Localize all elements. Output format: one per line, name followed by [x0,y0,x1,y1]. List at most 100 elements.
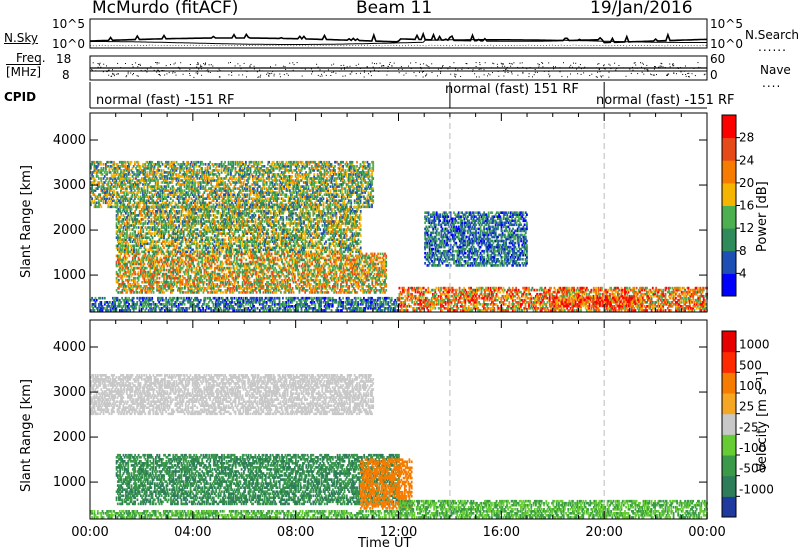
power-cell [238,298,240,302]
freq-dot [344,75,346,77]
freq-dot [422,76,424,78]
power-cell [214,278,216,282]
power-cell [142,287,145,290]
power-cell [325,258,327,262]
freq-dot [231,71,233,73]
power-cell [327,301,329,304]
freq-dot [208,64,210,66]
freq-dot [505,69,507,71]
power-cell [382,303,385,306]
freq-dot [237,63,239,65]
power-cell [165,208,168,211]
freq-dot [200,64,202,66]
power-cell [205,266,208,270]
freq-dot [106,70,107,72]
noise-panel-frame [89,18,708,49]
power-cell [254,270,257,274]
freq-dot [589,75,591,76]
power-cell [204,270,207,274]
power-cell [202,303,204,306]
power-cell [149,278,152,282]
power-cell [204,298,207,302]
power-cell [216,274,219,278]
power-cell [258,264,260,268]
power-cell [243,270,245,274]
power-cell [223,266,226,270]
power-cell [143,262,146,266]
power-cell [143,254,146,258]
power-cell [351,301,354,304]
power-cell [393,301,395,304]
power-cell [201,278,204,282]
freq-dot [522,66,524,68]
power-cell [231,296,233,300]
power-cell [376,305,379,308]
power-cell [246,276,249,280]
power-cell [116,305,119,308]
power-cell [131,256,134,260]
power-cell [150,218,153,221]
power-cell [188,264,191,268]
freq-dot [155,62,157,63]
cpid-segment-2: normal (fast) 151 RF [445,82,579,97]
freq-dot [355,64,357,66]
power-cell [237,274,239,278]
freq-dot [408,65,409,67]
power-cell [351,303,354,306]
freq-dot [673,72,675,74]
freq-dot [442,66,443,68]
nsky-label: N.Sky [4,31,38,45]
power-cell [127,274,130,278]
power-cell [330,309,333,312]
power-cell [293,272,296,276]
power-cell [243,274,245,278]
power-cell [174,276,177,280]
power-cell [121,289,124,292]
power-cell [156,283,158,286]
power-cell [167,258,170,262]
power-cell [338,303,341,306]
power-cell [251,268,253,272]
power-cell [211,252,214,256]
power-cell [386,296,388,300]
power-cell [131,272,134,276]
power-cell [156,260,158,264]
power-cell [231,301,233,304]
power-cell [148,274,150,278]
power-cell [253,278,256,282]
freq-dot [685,65,686,67]
freq-dot [250,63,252,65]
power-cell [100,305,103,308]
power-cell [130,264,133,268]
freq-dot [344,68,345,70]
freq-dot [343,67,345,69]
freq-dot [363,71,365,73]
power-cell [187,283,190,286]
power-cell [298,270,301,274]
power-cell [163,260,165,264]
freq-dot [519,62,521,64]
power-cell [239,252,242,256]
power-cell [327,291,330,294]
power-cell [379,309,381,312]
freq-dot [246,70,248,72]
power-cell [196,254,199,258]
power-cell [360,309,363,312]
power-cell [135,226,138,229]
power-cell [218,274,221,278]
freq-dot [327,69,329,71]
power-cell [190,289,193,292]
power-cell [253,254,256,258]
power-cell [225,274,228,278]
power-cell [159,285,162,288]
power-cell [225,307,228,310]
power-cell [319,301,321,304]
power-cell [180,268,183,272]
freq-dot [454,70,456,72]
freq-dot [374,63,375,65]
power-cell [194,307,196,310]
freq-dot [693,67,695,69]
freq-dot [272,70,274,72]
power-cell [142,262,145,266]
